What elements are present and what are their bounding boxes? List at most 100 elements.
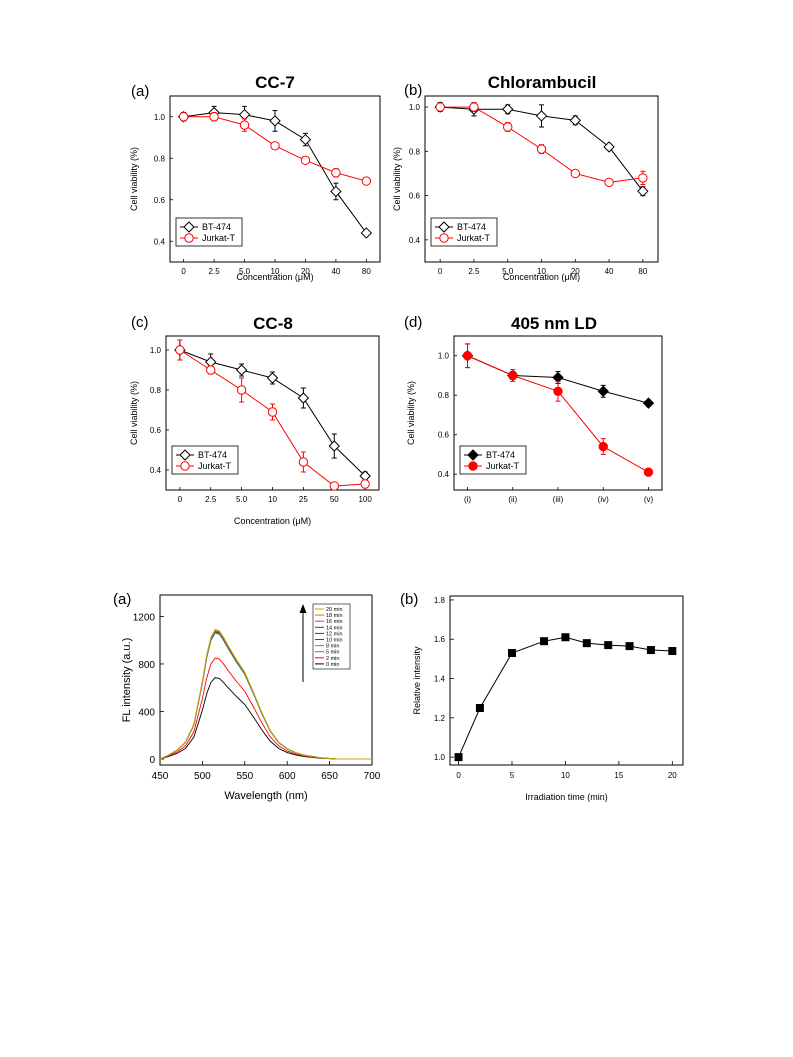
chart-title: CC-8 <box>253 314 293 333</box>
panel-label: (c) <box>131 314 149 331</box>
data-point <box>643 467 654 477</box>
data-point <box>467 449 479 461</box>
data-point <box>646 646 655 655</box>
y-axis-label: Cell viability (%) <box>406 381 416 445</box>
panel-label: (a) <box>113 591 131 608</box>
x-tick-label: 20 <box>668 771 677 780</box>
data-point <box>668 647 677 656</box>
data-point <box>330 185 342 198</box>
x-tick-label: (iii) <box>553 495 564 504</box>
y-axis-label: Cell viability (%) <box>129 147 139 211</box>
legend-entry: 18 min <box>326 613 343 619</box>
y-tick-label: 0.4 <box>150 466 162 475</box>
data-point <box>360 479 370 489</box>
data-point <box>298 457 309 467</box>
data-point <box>507 648 516 657</box>
x-tick-label: 10 <box>561 771 570 780</box>
y-axis-label: FL intensity (a.u.) <box>121 638 133 723</box>
legend-entry: BT-474 <box>198 450 227 460</box>
legend-box <box>430 217 498 247</box>
data-point <box>209 112 219 122</box>
x-tick-label: 5 <box>510 771 515 780</box>
data-point <box>569 114 581 127</box>
data-point <box>604 177 614 188</box>
y-tick-label: 1.0 <box>438 352 450 361</box>
legend-entry: 0 min <box>326 662 339 668</box>
x-tick-label: 550 <box>236 771 253 782</box>
x-tick-label: 0 <box>438 267 443 276</box>
data-point <box>331 168 341 178</box>
legend-entry: BT-474 <box>457 222 486 232</box>
data-point <box>179 449 191 461</box>
x-tick-label: 0 <box>178 495 183 504</box>
data-point <box>435 102 445 112</box>
x-tick-label: 600 <box>279 771 296 782</box>
data-point <box>238 108 251 121</box>
y-tick-label: 0.8 <box>409 147 421 156</box>
data-point <box>360 227 373 239</box>
data-point <box>438 221 450 233</box>
data-point <box>300 155 311 166</box>
legend-entry: 16 min <box>326 619 343 625</box>
legend-entry: Jurkat-T <box>486 461 520 471</box>
data-point <box>175 345 185 355</box>
data-point <box>582 639 591 648</box>
arrow-head <box>299 604 307 613</box>
legend-entry: 5 min <box>326 650 339 656</box>
data-point <box>454 753 463 762</box>
data-point <box>236 385 247 395</box>
data-point <box>642 397 655 409</box>
y-tick-label: 1.2 <box>434 714 446 723</box>
data-point <box>269 115 281 127</box>
data-point <box>468 461 478 471</box>
x-tick-label: 10 <box>271 267 280 276</box>
data-point <box>439 233 449 243</box>
x-tick-label: 5.0 <box>502 267 514 276</box>
panel-fl-spectra: (a) 450 500 550 600 650 700 0 400 800 1200 FL inten… <box>113 591 381 802</box>
x-tick-label: 25 <box>299 495 308 504</box>
panel-label: (a) <box>131 83 149 100</box>
x-tick-label: 5.0 <box>239 267 251 276</box>
data-point <box>270 141 280 151</box>
legend-entry: BT-474 <box>202 222 231 232</box>
y-axis-label: Cell viability (%) <box>392 147 402 211</box>
y-tick-label: 1.4 <box>434 675 446 684</box>
data-point <box>239 120 250 130</box>
panel-label: (b) <box>404 82 422 99</box>
data-point <box>625 642 634 651</box>
spectrum-line <box>159 628 372 760</box>
data-point <box>183 221 195 233</box>
x-tick-label: 2.5 <box>205 495 217 504</box>
data-point <box>462 351 473 361</box>
x-tick-label: 5.0 <box>236 495 248 504</box>
data-point <box>540 637 549 646</box>
x-tick-label: 40 <box>605 267 614 276</box>
x-tick-label: 10 <box>537 267 546 276</box>
x-tick-label: 500 <box>194 771 211 782</box>
plot-frame <box>159 594 373 766</box>
plot-frame <box>449 595 684 766</box>
y-tick-label: 800 <box>138 660 155 671</box>
data-point <box>503 122 513 132</box>
x-axis-label: Irradiation time (min) <box>525 792 608 802</box>
y-tick-label: 0.6 <box>409 192 421 201</box>
series-line <box>458 636 673 758</box>
legend-entry: 2 min <box>326 656 339 662</box>
data-point <box>235 364 248 376</box>
y-tick-label: 1.0 <box>434 753 446 762</box>
data-point <box>604 641 613 650</box>
legend-entry: BT-474 <box>486 450 515 460</box>
x-tick-label: (iv) <box>598 495 609 504</box>
legend-entry: Jurkat-T <box>457 233 491 243</box>
chart-title: CC-7 <box>255 73 295 92</box>
data-point <box>638 173 648 183</box>
x-tick-label: 100 <box>358 495 372 504</box>
chart-title: 405 nm LD <box>511 314 597 333</box>
x-tick-label: 20 <box>571 267 580 276</box>
data-point <box>502 103 514 115</box>
y-tick-label: 0 <box>149 755 155 766</box>
data-point <box>469 102 479 112</box>
data-point <box>536 144 547 154</box>
x-tick-label: (i) <box>464 495 471 504</box>
